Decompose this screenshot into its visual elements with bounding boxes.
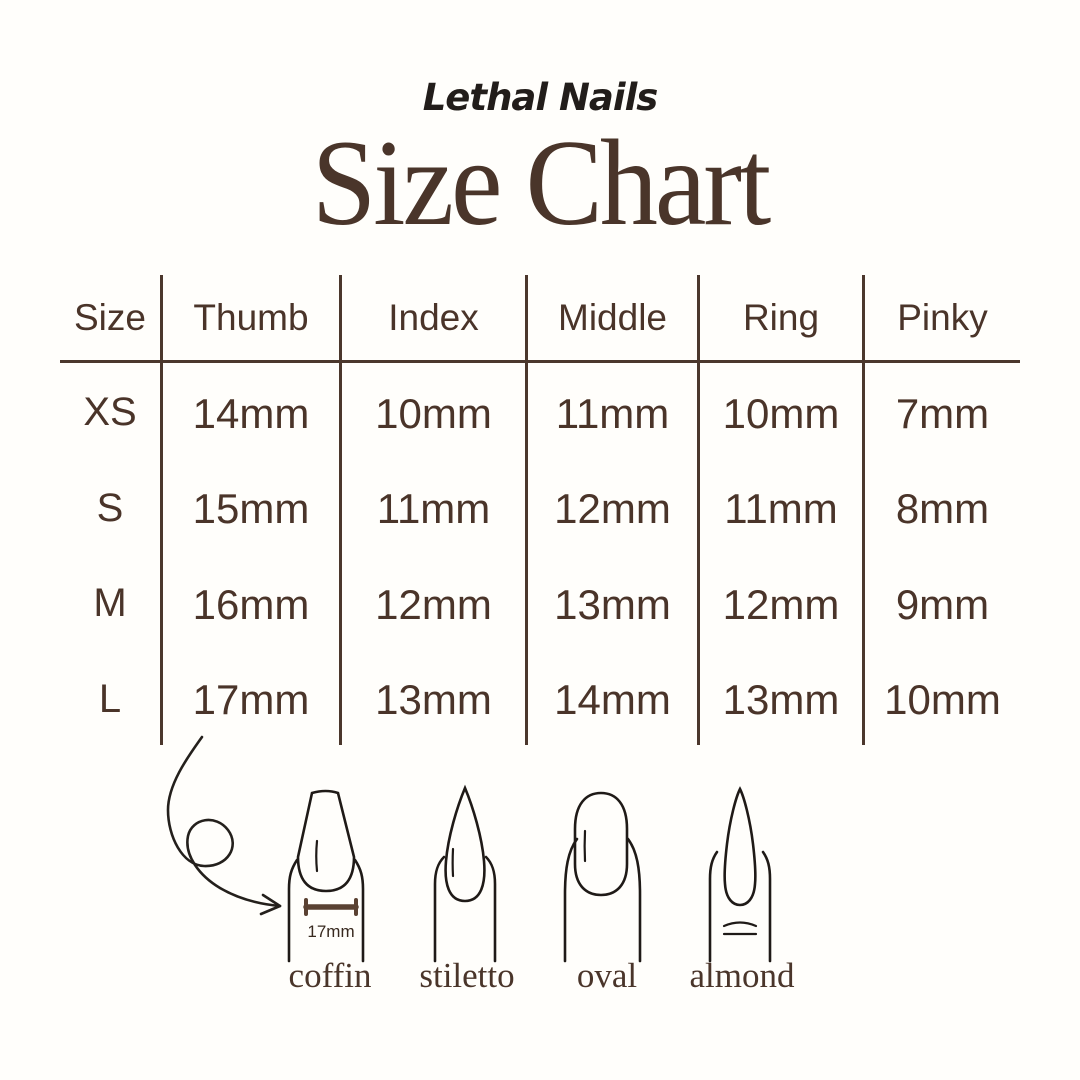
stiletto-nail-outline [444, 784, 486, 903]
cell-l-middle: 14mm [528, 649, 700, 745]
shape-label-coffin: coffin [288, 956, 372, 995]
cell-s-pinky: 8mm [895, 485, 990, 533]
cell-xs-middle: 11mm [528, 363, 700, 459]
finger-outline-left [433, 855, 446, 963]
shape-label-oval: oval [576, 956, 638, 995]
cell-s-middle: 12mm [528, 458, 700, 554]
cell-m-pinky: 9mm [895, 580, 990, 628]
finger-outline-right [353, 858, 365, 963]
brand-text: Lethal Nails [422, 76, 659, 119]
stiletto-nail-drawing [425, 779, 510, 964]
cell-xs-ring: 10mm [700, 363, 865, 459]
page-title: Size Chart [311, 115, 771, 252]
row-label-xs: XS [60, 363, 163, 459]
cell-l-thumb: 17mm [163, 649, 342, 745]
cell-m-index: 12mm [342, 554, 528, 650]
cell-s-ring: 11mm [700, 458, 865, 554]
cell-xs-thumb: 14mm [163, 363, 342, 459]
hand-drawn-arrow [166, 735, 282, 916]
knuckle-crease-arc [722, 921, 758, 928]
oval-nail-outline [573, 791, 629, 897]
column-header-middle: Middle [528, 275, 700, 363]
almond-nail-outline [723, 786, 757, 907]
cell-m-middle: 13mm [528, 554, 700, 650]
oval-nail-drawing [555, 779, 650, 964]
cell-m-ring: 12mm [700, 554, 865, 650]
cell-m-thumb: 16mm [163, 554, 342, 650]
shape-label-stiletto: stiletto [419, 956, 515, 995]
column-header-pinky: Pinky [865, 275, 1020, 363]
almond-nail-drawing [700, 779, 790, 964]
coffin-nail-drawing: 17mm [286, 779, 376, 964]
nail-highlight [315, 839, 319, 873]
coffin-nail-outline [296, 789, 356, 893]
finger-outline-right [761, 850, 772, 963]
row-label-l: L [60, 649, 163, 745]
cell-xs-pinky: 7mm [895, 389, 990, 437]
size-table: Size Thumb Index Middle Ring Pinky XS 14… [60, 275, 1020, 745]
column-header-size: Size [60, 275, 163, 363]
row-label-m: M [60, 554, 163, 650]
row-label-s: S [60, 458, 163, 554]
finger-outline-right [626, 837, 642, 963]
cell-l-pinky: 10mm [884, 676, 1001, 724]
finger-outline-left [287, 858, 299, 963]
cell-xs-index: 10mm [342, 363, 528, 459]
cell-s-index: 11mm [342, 458, 528, 554]
finger-outline-right [484, 855, 497, 963]
column-header-index: Index [342, 275, 528, 363]
cell-l-index: 13mm [342, 649, 528, 745]
column-header-ring: Ring [700, 275, 865, 363]
measurement-label: 17mm [307, 922, 354, 941]
finger-outline-left [708, 850, 719, 963]
cell-s-thumb: 15mm [163, 458, 342, 554]
shape-label-almond: almond [689, 956, 795, 995]
cell-l-ring: 13mm [700, 649, 865, 745]
measurement-bar-caps [304, 898, 358, 916]
column-header-thumb: Thumb [163, 275, 342, 363]
